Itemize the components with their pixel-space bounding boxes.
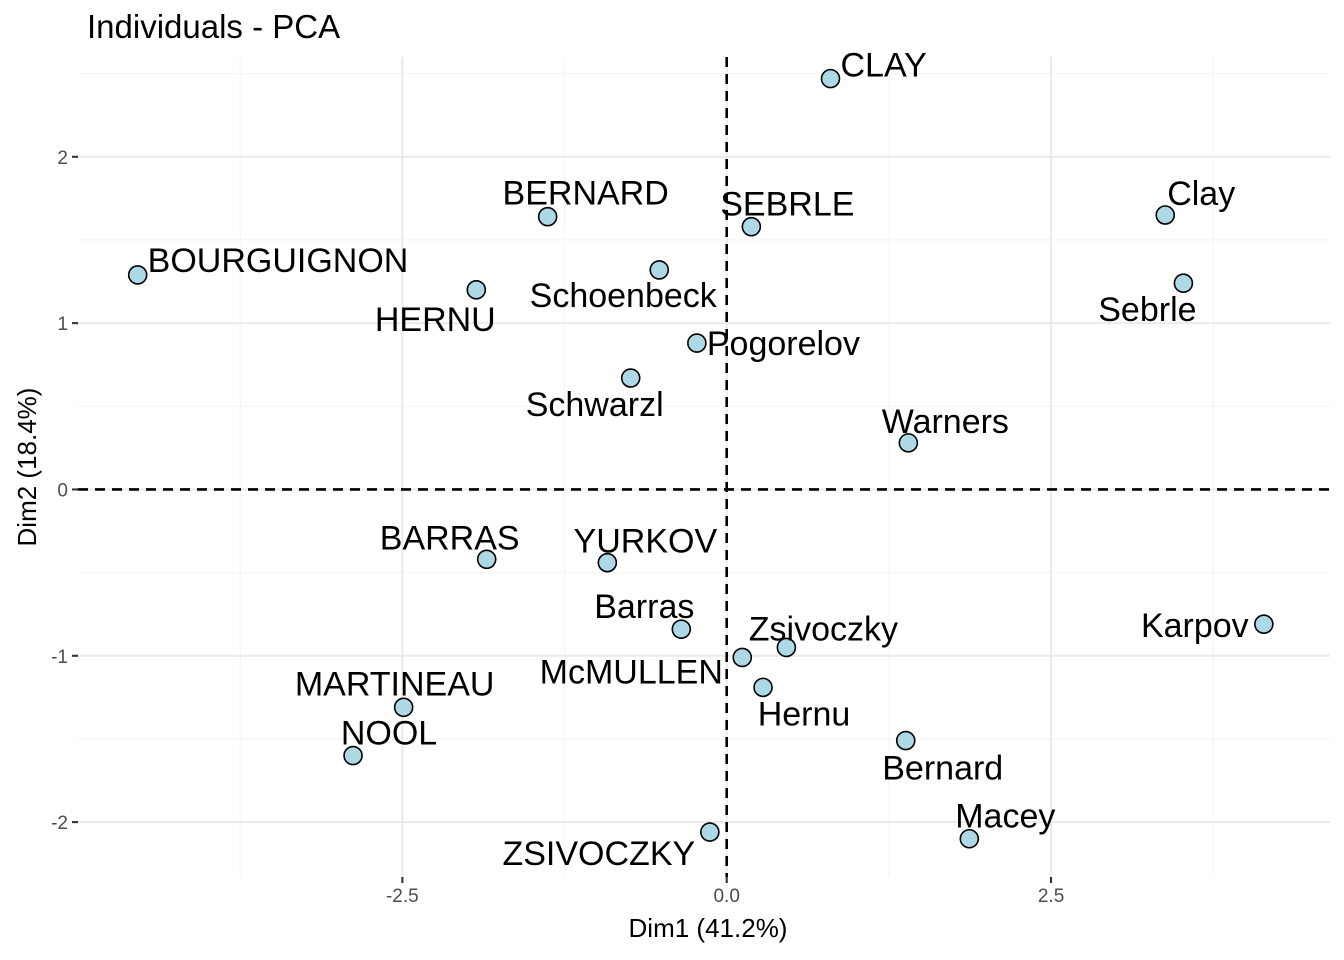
data-point	[898, 433, 919, 453]
point-label: CLAY	[840, 47, 926, 85]
point-label: HERNU	[375, 301, 496, 339]
data-point	[753, 677, 773, 698]
grid-lines	[78, 57, 1330, 877]
x-axis-title: Dim1 (41.2%)	[629, 913, 788, 943]
data-point	[343, 745, 363, 766]
axes: -2.5 0.0 2.5 -2 -1 0 1 2	[51, 148, 1064, 907]
x-tick-label: 2.5	[1038, 886, 1064, 907]
point-label: NOOL	[341, 715, 437, 753]
data-point	[476, 549, 497, 570]
point-label: Macey	[955, 798, 1055, 836]
point-label: Schoenbeck	[530, 277, 718, 315]
point-label: YURKOV	[574, 523, 718, 561]
data-point	[671, 619, 692, 639]
data-point	[820, 68, 841, 89]
data-point	[537, 206, 558, 227]
data-point	[741, 216, 762, 237]
point-label: ZSIVOCZKY	[502, 835, 695, 873]
point-label: BOURGUIGNON	[148, 242, 409, 280]
data-point	[1155, 205, 1176, 225]
y-axis-title: Dim2 (18.4%)	[12, 388, 42, 547]
data-point	[1254, 614, 1274, 634]
data-point	[466, 280, 487, 300]
point-labels: CLAY BERNARD SEBRLE Clay BOURGUIGNON Schoenbe…	[148, 47, 1249, 873]
data-point	[127, 265, 148, 285]
data-point	[649, 260, 670, 280]
y-tick-label: -2	[51, 813, 68, 834]
point-label: McMULLEN	[540, 653, 723, 691]
y-tick-label: 1	[57, 314, 68, 335]
point-label: Zsivoczky	[749, 610, 898, 648]
point-label: Clay	[1167, 175, 1235, 213]
chart-title: Individuals - PCA	[87, 8, 341, 45]
data-point	[776, 637, 797, 658]
data-point	[687, 333, 707, 353]
data-point	[732, 647, 753, 668]
y-tick-label: 2	[57, 148, 68, 169]
reference-lines	[78, 57, 1330, 877]
point-label: Bernard	[882, 750, 1003, 788]
x-tick-label: -2.5	[386, 886, 419, 907]
point-label: Schwarzl	[526, 386, 664, 424]
point-label: Sebrle	[1098, 291, 1196, 329]
point-label: Karpov	[1141, 607, 1249, 645]
data-point	[393, 697, 414, 718]
data-point	[959, 828, 980, 849]
point-label: Pogorelov	[707, 325, 860, 363]
data-point	[895, 730, 916, 751]
point-label: BERNARD	[503, 175, 669, 213]
x-tick-label: 0.0	[713, 886, 739, 907]
point-label: BARRAS	[380, 519, 520, 557]
point-label: Hernu	[758, 695, 851, 733]
data-point	[700, 822, 720, 842]
y-tick-label: 0	[57, 480, 68, 501]
point-label: Barras	[594, 588, 694, 626]
point-label: MARTINEAU	[295, 665, 495, 703]
y-tick-label: -1	[51, 647, 68, 668]
data-point	[597, 552, 618, 573]
data-point	[1173, 273, 1194, 294]
data-point	[620, 368, 641, 388]
point-label: Warners	[882, 403, 1009, 441]
data-points	[127, 68, 1274, 849]
point-label: SEBRLE	[720, 186, 854, 224]
